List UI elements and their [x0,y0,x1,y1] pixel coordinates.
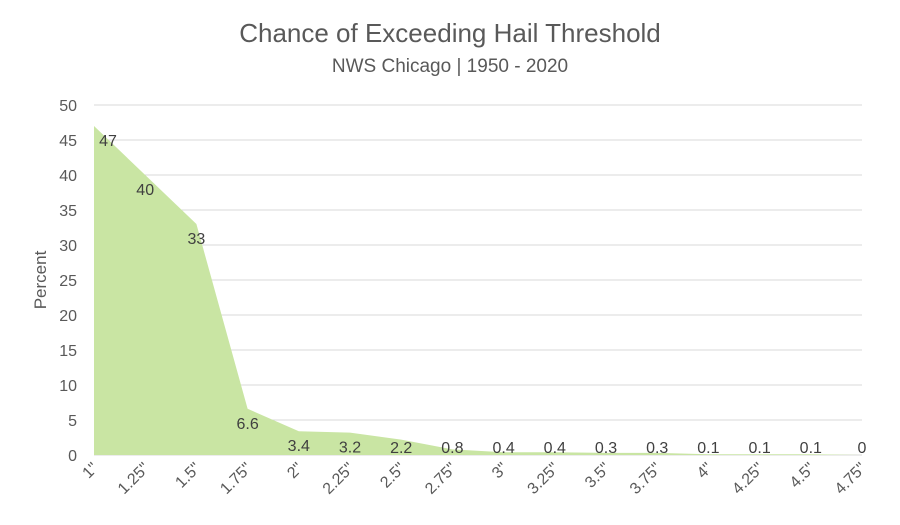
y-tick-label: 35 [59,203,77,220]
x-tick-label: 2.25" [320,460,358,498]
data-label: 0.1 [800,440,822,457]
data-label: 3.2 [339,440,361,457]
x-tick-label: 1.5" [172,460,204,492]
x-tick-label: 2.5" [377,460,409,492]
y-tick-label: 10 [59,378,77,395]
data-label: 0.3 [646,440,668,457]
data-label: 0.4 [544,440,566,457]
x-tick-label: 4.75" [832,460,870,498]
x-axis-ticks: 1" 1.25" 1.5" 1.75" 2" 2.25" 2.5" 2.75" 3" 3.25" 3… [79,460,869,498]
x-tick-label: 4.5" [787,460,819,492]
x-tick-label: 3.5" [582,460,614,492]
chart-subtitle: NWS Chicago | 1950 - 2020 [331,56,569,77]
data-labels: 47 40 33 6.6 3.4 3.2 2.2 0.8 0.4 0.4 0.3 0.3 0.1 0.1 0… [99,133,866,457]
y-tick-label: 0 [68,448,77,465]
chart-title: Chance of Exceeding Hail Threshold [239,18,661,48]
data-label: 3.4 [288,438,310,455]
data-label: 2.2 [390,440,412,457]
x-tick-label: 2.75" [422,460,460,498]
x-tick-label: 3.75" [627,460,665,498]
area-fill [94,126,862,455]
data-label: 6.6 [236,416,258,433]
x-tick-label: 4" [694,460,716,482]
x-tick-label: 2" [284,460,306,482]
data-label: 47 [99,133,117,150]
y-tick-label: 40 [59,168,77,185]
data-label: 40 [136,182,154,199]
y-axis-title: Percent [31,250,50,309]
data-label: 0.8 [441,440,463,457]
y-axis-ticks: 0 5 10 15 20 25 30 35 40 45 50 [59,98,77,465]
data-label: 0.4 [492,440,514,457]
data-label: 0.1 [697,440,719,457]
x-tick-label: 3" [489,460,511,482]
y-tick-label: 5 [68,413,77,430]
y-tick-label: 45 [59,133,77,150]
y-tick-label: 30 [59,238,77,255]
x-tick-label: 4.25" [729,460,767,498]
y-tick-label: 20 [59,308,77,325]
data-label: 0 [858,440,867,457]
y-tick-label: 25 [59,273,77,290]
y-tick-label: 15 [59,343,77,360]
x-tick-label: 1.25" [115,460,153,498]
data-label: 0.1 [748,440,770,457]
data-label: 33 [188,231,206,248]
area-series [94,126,862,455]
y-tick-label: 50 [59,98,77,115]
x-tick-label: 1" [79,460,101,482]
x-tick-label: 3.25" [525,460,563,498]
x-tick-label: 1.75" [217,460,255,498]
data-label: 0.3 [595,440,617,457]
